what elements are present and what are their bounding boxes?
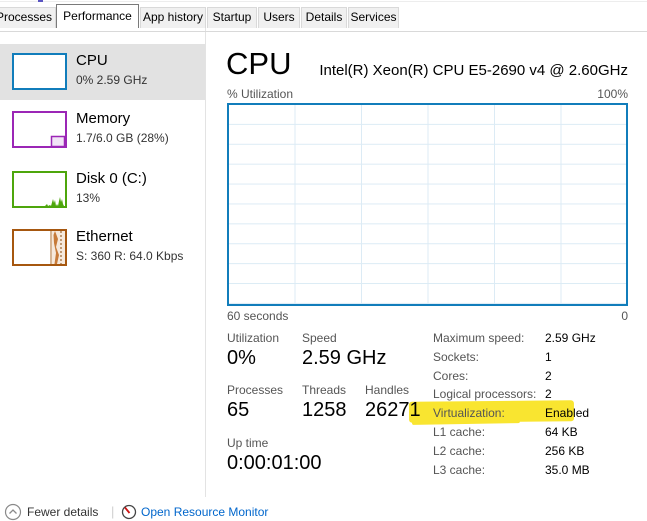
threads-label: Threads: [302, 383, 347, 397]
open-resource-monitor-link[interactable]: Open Resource Monitor: [141, 505, 269, 519]
sockets-label: Sockets:: [433, 350, 480, 364]
utilization-label: Utilization: [227, 331, 280, 345]
detail-row-cores: Cores: 2: [433, 369, 638, 388]
graph-y-axis-label: % Utilization: [227, 87, 294, 101]
sockets-value: 1: [545, 350, 552, 364]
handles-value: 26271: [365, 399, 421, 421]
tab-bar: Processes Performance App history Startu…: [0, 4, 647, 32]
sidebar-item-disk[interactable]: Disk 0 (C:) 13%: [0, 162, 205, 218]
detail-row-l2-cache: L2 cache: 256 KB: [433, 444, 638, 463]
page-title: CPU: [226, 46, 292, 81]
virtualization-label: Virtualization:: [433, 406, 505, 420]
maximum-speed-value: 2.59 GHz: [545, 331, 596, 345]
virtualization-value: Enabled: [545, 406, 590, 420]
tab-bar-baseline: [0, 31, 647, 32]
uptime-value: 0:00:01:00: [227, 452, 322, 474]
l2-cache-value: 256 KB: [545, 444, 585, 458]
footer-separator: |: [111, 504, 115, 519]
sidebar-disk-label: Disk 0 (C:): [76, 170, 147, 187]
cpu-graph-thumbnail: [12, 53, 67, 90]
sidebar-item-memory[interactable]: Memory 1.7/6.0 GB (28%): [0, 102, 205, 158]
sidebar-memory-label: Memory: [76, 110, 131, 127]
menu-bar-remnant-line: [0, 1, 647, 2]
handles-label: Handles: [365, 383, 410, 397]
l3-cache-value: 35.0 MB: [545, 463, 590, 477]
utilization-value: 0%: [227, 347, 256, 369]
tab-app-history[interactable]: App history: [140, 7, 206, 28]
sidebar-ethernet-detail: S: 360 R: 64.0 Kbps: [76, 249, 184, 263]
tab-users[interactable]: Users: [258, 7, 300, 28]
tab-processes[interactable]: Processes: [0, 7, 56, 28]
fewer-details-button[interactable]: Fewer details: [27, 505, 99, 519]
logical-processors-label: Logical processors:: [433, 387, 537, 401]
detail-row-sockets: Sockets: 1: [433, 350, 638, 369]
uptime-label: Up time: [227, 436, 269, 450]
sidebar-item-cpu[interactable]: CPU 0% 2.59 GHz: [0, 44, 205, 100]
threads-value: 1258: [302, 399, 347, 421]
tab-startup[interactable]: Startup: [207, 7, 257, 28]
graph-x-right-label: 0: [621, 309, 628, 323]
tab-services[interactable]: Services: [348, 7, 399, 28]
disk-graph-thumbnail: [12, 171, 67, 208]
sidebar-item-ethernet[interactable]: Ethernet S: 360 R: 64.0 Kbps: [0, 220, 205, 276]
sidebar-ethernet-label: Ethernet: [76, 228, 133, 245]
ethernet-graph-thumbnail: [12, 229, 67, 266]
l3-cache-label: L3 cache:: [433, 463, 486, 477]
chevron-up-circle-icon[interactable]: [4, 503, 22, 521]
cpu-model-name: Intel(R) Xeon(R) CPU E5-2690 v4 @ 2.60GH…: [319, 62, 628, 79]
detail-row-maximum-speed: Maximum speed: 2.59 GHz: [433, 331, 638, 350]
cores-label: Cores:: [433, 369, 469, 383]
l1-cache-value: 64 KB: [545, 425, 578, 439]
tab-details[interactable]: Details: [301, 7, 347, 28]
sidebar-cpu-label: CPU: [76, 52, 108, 69]
detail-row-l3-cache: L3 cache: 35.0 MB: [433, 463, 638, 482]
processes-label: Processes: [227, 383, 284, 397]
sidebar-cpu-detail: 0% 2.59 GHz: [76, 73, 148, 87]
graph-y-max-label: 100%: [597, 87, 628, 101]
cores-value: 2: [545, 369, 552, 383]
graph-x-left-label: 60 seconds: [227, 309, 289, 323]
processes-value: 65: [227, 399, 250, 421]
footer-bar: Fewer details | Open Resource Monitor: [0, 497, 647, 521]
l2-cache-label: L2 cache:: [433, 444, 486, 458]
speed-value: 2.59 GHz: [302, 347, 387, 369]
maximum-speed-label: Maximum speed:: [433, 331, 525, 345]
menu-bar-remnant-artifact: [38, 0, 43, 2]
sidebar-memory-detail: 1.7/6.0 GB (28%): [76, 131, 169, 145]
tab-performance[interactable]: Performance: [56, 4, 139, 28]
performance-sidebar: CPU 0% 2.59 GHz Memory 1.7/6.0 GB (28%) …: [0, 28, 206, 498]
cpu-utilization-graph: [227, 103, 628, 306]
memory-graph-thumbnail: [12, 111, 67, 148]
detail-row-virtualization: Virtualization: Enabled: [433, 406, 638, 425]
logical-processors-value: 2: [545, 387, 552, 401]
detail-row-logical-processors: Logical processors: 2: [433, 387, 638, 406]
speed-label: Speed: [302, 331, 337, 345]
l1-cache-label: L1 cache:: [433, 425, 486, 439]
detail-row-l1-cache: L1 cache: 64 KB: [433, 425, 638, 444]
sidebar-disk-detail: 13%: [76, 191, 101, 205]
resource-monitor-icon: [121, 504, 137, 520]
